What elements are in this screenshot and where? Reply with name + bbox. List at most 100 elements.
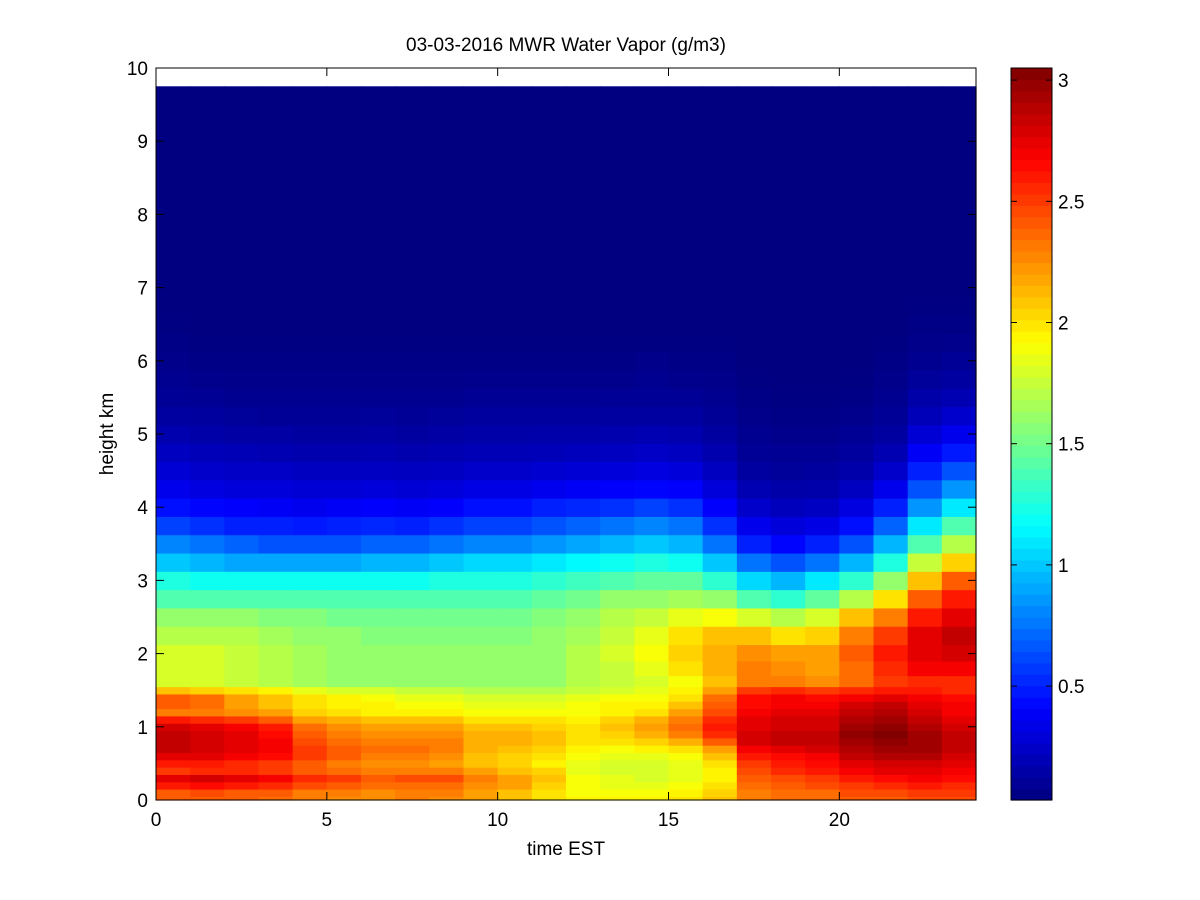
heatmap-cell: [361, 571, 396, 591]
heatmap-cell: [395, 424, 430, 444]
heatmap-cell: [463, 767, 499, 775]
heatmap-cell: [907, 660, 943, 677]
heatmap-cell: [941, 571, 977, 591]
heatmap-cell: [907, 552, 943, 572]
heatmap-cell: [258, 781, 294, 790]
heatmap-cell: [873, 498, 909, 517]
heatmap-cell: [634, 424, 670, 444]
heatmap-cell: [292, 745, 328, 754]
heatmap-cell: [771, 232, 806, 270]
heatmap-cell: [668, 589, 704, 609]
colorbar-band: [1011, 136, 1052, 149]
heatmap-cell: [873, 534, 909, 554]
heatmap-cell: [839, 552, 875, 572]
heatmap-cell: [805, 232, 840, 270]
heatmap-cell: [873, 737, 909, 746]
heatmap-cell: [497, 589, 533, 609]
heatmap-cell: [668, 745, 704, 754]
heatmap-cell: [702, 406, 738, 426]
heatmap-cell: [224, 86, 260, 115]
heatmap-cell: [429, 644, 465, 662]
heatmap-cell: [361, 693, 396, 702]
heatmap-cell: [702, 516, 738, 536]
heatmap-cell: [566, 443, 601, 463]
heatmap-cell: [361, 675, 396, 688]
y-tick-label: 8: [137, 205, 148, 226]
heatmap-cell: [395, 644, 430, 662]
heatmap-cell: [668, 730, 704, 739]
heatmap-cell: [600, 607, 635, 627]
heatmap-cell: [326, 388, 362, 408]
heatmap-cell: [463, 196, 499, 234]
heatmap-cell: [429, 796, 465, 801]
heatmap-cell: [292, 369, 328, 389]
heatmap-cell: [361, 196, 396, 234]
heatmap-cell: [736, 745, 772, 754]
colorbar-band: [1011, 251, 1052, 264]
heatmap-cell: [873, 296, 909, 316]
heatmap-cell: [736, 796, 772, 801]
heatmap-cell: [941, 675, 977, 688]
heatmap-cell: [771, 571, 806, 591]
heatmap-cell: [361, 730, 396, 739]
heatmap-cell: [668, 269, 704, 298]
heatmap-cell: [600, 159, 635, 197]
heatmap-cell: [941, 534, 977, 554]
heatmap-cell: [326, 424, 362, 444]
heatmap-cell: [839, 589, 875, 609]
heatmap-cell: [805, 723, 840, 732]
heatmap-cell: [771, 774, 806, 783]
heatmap-cell: [258, 498, 294, 517]
heatmap-cell: [190, 516, 225, 536]
heatmap-cell: [941, 644, 977, 662]
heatmap-cell: [292, 781, 328, 790]
heatmap-cell: [156, 693, 191, 702]
heatmap-cell: [463, 424, 499, 444]
heatmap-cell: [497, 789, 533, 797]
heatmap-cell: [190, 479, 225, 499]
heatmap-cell: [805, 796, 840, 801]
heatmap-cell: [668, 708, 704, 717]
heatmap-cell: [292, 479, 328, 499]
heatmap-cell: [771, 461, 806, 481]
heatmap-cell: [839, 461, 875, 481]
heatmap-cell: [326, 86, 362, 115]
heatmap-cell: [497, 644, 533, 662]
heatmap-cell: [873, 660, 909, 677]
heatmap-cell: [600, 708, 635, 717]
heatmap-cell: [839, 369, 875, 389]
heatmap-cell: [326, 715, 362, 724]
heatmap-cell: [326, 767, 362, 775]
heatmap-cell: [873, 607, 909, 627]
heatmap-cell: [292, 759, 328, 768]
colorbar-band: [1011, 674, 1052, 687]
heatmap-cell: [497, 296, 533, 316]
heatmap-cell: [566, 723, 601, 732]
heatmap-cell: [668, 571, 704, 591]
colorbar-band: [1011, 376, 1052, 389]
heatmap-cell: [634, 534, 670, 554]
heatmap-cell: [771, 767, 806, 775]
heatmap-cell: [497, 701, 533, 710]
heatmap-cell: [156, 675, 191, 688]
heatmap-cell: [668, 693, 704, 702]
heatmap-cell: [566, 461, 601, 481]
colorbar-band: [1011, 605, 1052, 618]
heatmap-cell: [941, 767, 977, 775]
heatmap-cell: [292, 333, 328, 353]
heatmap-cell: [326, 113, 362, 161]
heatmap-cell: [941, 113, 977, 161]
heatmap-cell: [224, 752, 260, 761]
heatmap-cell: [156, 479, 191, 499]
heatmap-cell: [429, 774, 465, 783]
heatmap-cell: [395, 479, 430, 499]
heatmap-cell: [600, 589, 635, 609]
heatmap-cell: [361, 479, 396, 499]
heatmap-cell: [702, 737, 738, 746]
heatmap-cell: [395, 708, 430, 717]
heatmap-cell: [600, 737, 635, 746]
heatmap-cell: [566, 552, 601, 572]
heatmap-cell: [190, 534, 225, 554]
heatmap-cell: [224, 607, 260, 627]
heatmap-cell: [190, 715, 225, 724]
